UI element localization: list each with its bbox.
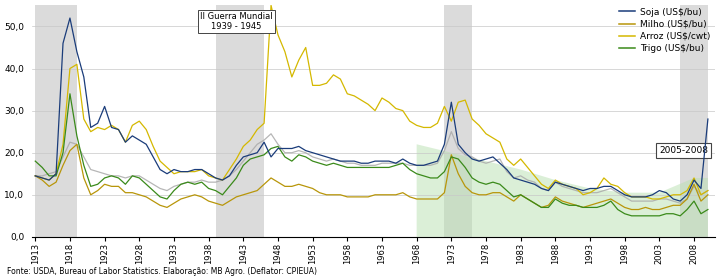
Bar — [444, 5, 472, 237]
Text: II Guerra Mundial
1939 - 1945: II Guerra Mundial 1939 - 1945 — [200, 12, 273, 31]
Bar — [680, 5, 708, 237]
Text: 2005-2008: 2005-2008 — [659, 146, 708, 155]
Bar — [35, 5, 77, 237]
Polygon shape — [416, 144, 708, 237]
Text: Fonte: USDA, Bureau of Labor Statistics. Elaboração: MB Agro. (Deflator: CPIEUA): Fonte: USDA, Bureau of Labor Statistics.… — [7, 267, 317, 276]
Legend: Soja (US$/bu), Milho (US$/bu), Arroz (US$/cwt), Trigo (US$/bu): Soja (US$/bu), Milho (US$/bu), Arroz (US… — [615, 4, 714, 57]
Bar — [216, 5, 264, 237]
